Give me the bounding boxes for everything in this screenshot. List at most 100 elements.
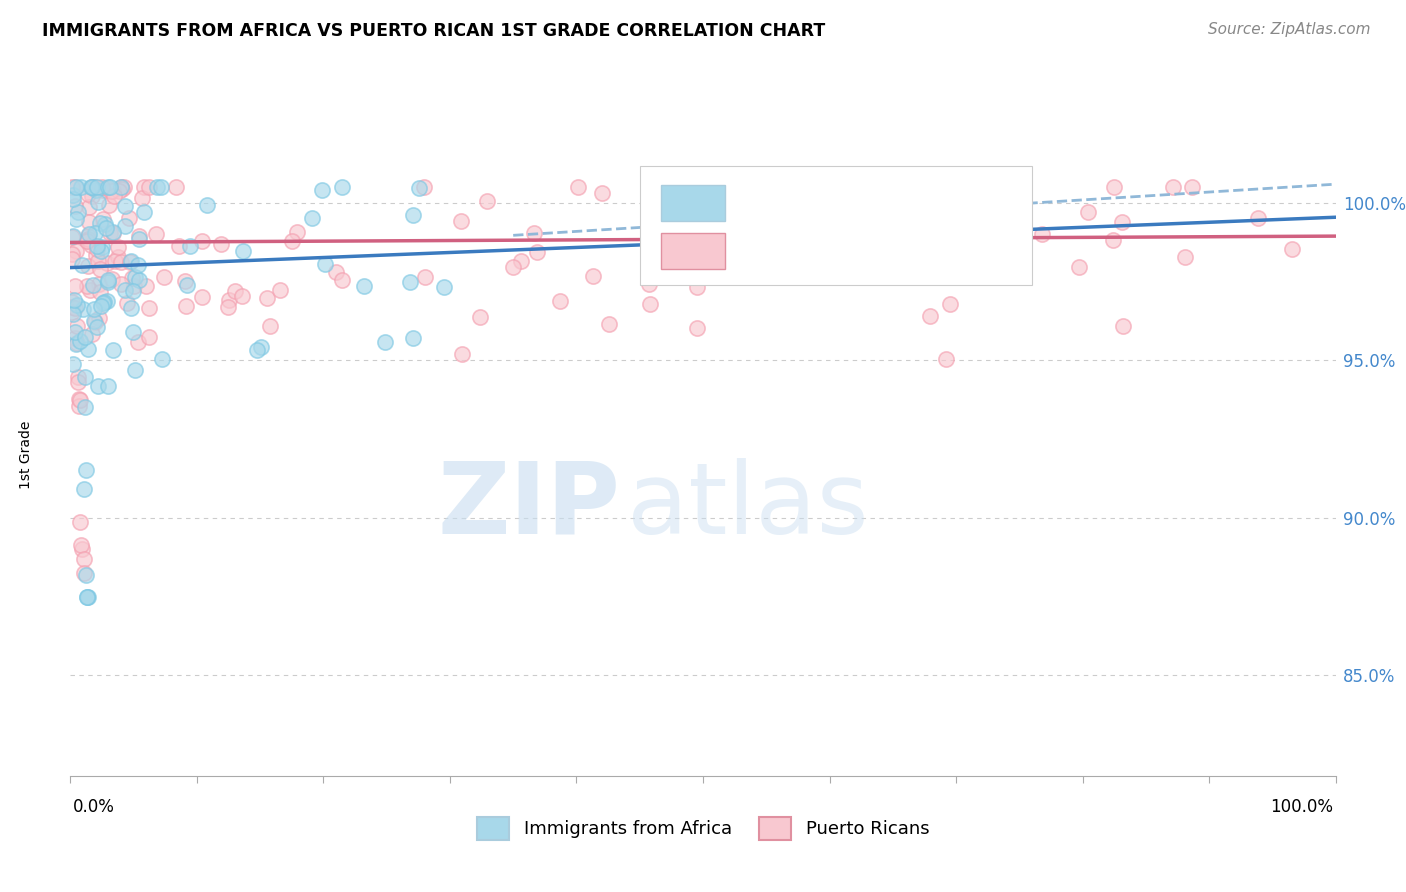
Point bbox=[134, 205, 156, 219]
Point bbox=[87, 195, 110, 210]
Point bbox=[509, 254, 531, 268]
Point bbox=[110, 255, 132, 269]
Point bbox=[82, 180, 104, 194]
Point bbox=[76, 232, 98, 246]
Point bbox=[128, 228, 150, 243]
Point bbox=[90, 244, 112, 259]
Point bbox=[65, 337, 87, 351]
Point bbox=[76, 279, 98, 293]
Point bbox=[65, 331, 87, 345]
Point bbox=[232, 244, 254, 259]
Point bbox=[96, 294, 118, 309]
Point bbox=[135, 279, 157, 293]
Point bbox=[80, 188, 103, 202]
Point bbox=[75, 329, 97, 343]
Point bbox=[79, 283, 101, 297]
Point bbox=[131, 191, 153, 205]
Point bbox=[176, 278, 198, 293]
Text: atlas: atlas bbox=[627, 458, 869, 555]
Point bbox=[770, 255, 793, 269]
Point bbox=[980, 180, 1002, 194]
Point bbox=[103, 189, 125, 203]
Point bbox=[77, 229, 100, 244]
Point bbox=[433, 279, 456, 293]
Point bbox=[63, 279, 86, 293]
Point bbox=[63, 180, 86, 194]
Point bbox=[124, 279, 146, 293]
Point bbox=[100, 184, 122, 198]
Point bbox=[62, 188, 84, 202]
Point bbox=[709, 194, 731, 209]
Point bbox=[598, 317, 620, 331]
Text: N = 147: N = 147 bbox=[925, 242, 1004, 260]
FancyBboxPatch shape bbox=[661, 234, 724, 268]
Point bbox=[218, 293, 240, 307]
Point bbox=[1067, 260, 1090, 275]
Point bbox=[190, 234, 212, 248]
Point bbox=[638, 296, 661, 310]
Point bbox=[197, 198, 219, 212]
Point bbox=[86, 180, 108, 194]
Point bbox=[591, 186, 613, 200]
Point bbox=[110, 180, 132, 194]
Point bbox=[67, 399, 90, 413]
Point bbox=[87, 379, 110, 393]
Point bbox=[138, 301, 160, 315]
Point bbox=[179, 239, 201, 253]
Point bbox=[918, 310, 941, 324]
Point bbox=[97, 378, 120, 392]
Point bbox=[93, 295, 115, 310]
Point bbox=[703, 224, 725, 238]
Point bbox=[76, 590, 98, 604]
Point bbox=[127, 258, 149, 272]
Point bbox=[77, 234, 100, 248]
Point bbox=[128, 232, 150, 246]
Point bbox=[190, 290, 212, 304]
Point bbox=[1111, 214, 1133, 228]
Point bbox=[311, 183, 333, 197]
Point bbox=[65, 212, 87, 227]
Point bbox=[86, 320, 108, 334]
Point bbox=[301, 211, 323, 225]
Point bbox=[353, 279, 375, 293]
Legend: Immigrants from Africa, Puerto Ricans: Immigrants from Africa, Puerto Ricans bbox=[470, 810, 936, 847]
Point bbox=[103, 225, 125, 239]
Point bbox=[325, 265, 347, 279]
Text: ZIP: ZIP bbox=[437, 458, 621, 555]
Point bbox=[76, 235, 98, 249]
Point bbox=[77, 590, 100, 604]
Point bbox=[259, 318, 281, 333]
Point bbox=[90, 299, 112, 313]
Point bbox=[146, 180, 169, 194]
Point bbox=[91, 183, 114, 197]
Point bbox=[665, 244, 688, 259]
Point bbox=[152, 351, 174, 366]
Point bbox=[1281, 242, 1303, 256]
Point bbox=[89, 262, 111, 277]
Point bbox=[66, 319, 89, 334]
Text: IMMIGRANTS FROM AFRICA VS PUERTO RICAN 1ST GRADE CORRELATION CHART: IMMIGRANTS FROM AFRICA VS PUERTO RICAN 1… bbox=[42, 22, 825, 40]
Point bbox=[96, 180, 118, 194]
Text: R = 0.133: R = 0.133 bbox=[741, 194, 831, 211]
Point bbox=[69, 392, 91, 407]
Point bbox=[256, 291, 278, 305]
Point bbox=[330, 273, 353, 287]
Point bbox=[69, 538, 91, 552]
Point bbox=[138, 180, 160, 194]
Point bbox=[217, 300, 239, 314]
Point bbox=[124, 362, 146, 376]
Point bbox=[1101, 234, 1123, 248]
Point bbox=[413, 270, 436, 285]
Point bbox=[62, 307, 84, 321]
Point bbox=[94, 217, 117, 231]
Point bbox=[66, 298, 89, 312]
Point bbox=[101, 184, 124, 198]
Point bbox=[77, 214, 100, 228]
Point bbox=[128, 272, 150, 286]
Point bbox=[231, 289, 253, 303]
Point bbox=[62, 357, 84, 371]
Point bbox=[67, 369, 90, 384]
Point bbox=[1031, 227, 1053, 241]
Point bbox=[66, 335, 89, 350]
Point bbox=[269, 284, 291, 298]
